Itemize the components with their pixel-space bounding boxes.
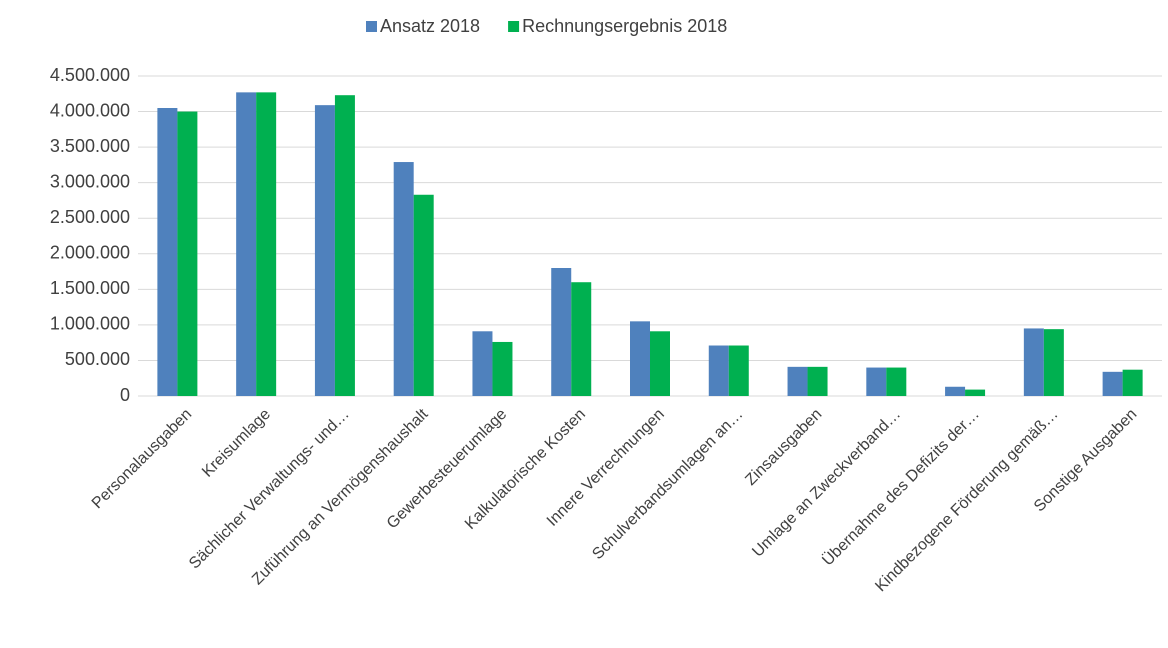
y-tick-label: 3.000.000 xyxy=(50,171,130,191)
bar xyxy=(708,345,729,396)
bar xyxy=(472,331,493,396)
y-tick-label: 0 xyxy=(120,385,130,405)
bar xyxy=(787,366,808,396)
bar xyxy=(630,321,650,396)
bar xyxy=(866,367,887,396)
bar xyxy=(650,331,670,396)
bar xyxy=(1102,371,1123,396)
x-tick-label: Übernahme des Defizits der… xyxy=(819,405,983,569)
bar xyxy=(256,92,277,396)
x-tick-label: Schulverbandsumlagen an… xyxy=(589,406,746,563)
y-tick-label: 2.000.000 xyxy=(50,243,130,263)
bar xyxy=(393,162,414,396)
legend-label: Ansatz 2018 xyxy=(380,16,480,36)
legend-swatch xyxy=(508,21,520,32)
bar xyxy=(157,108,178,396)
bar xyxy=(314,105,335,397)
y-tick-label: 1.000.000 xyxy=(50,314,130,334)
x-tick-label: Zuführung an Vermögenshaushalt xyxy=(249,405,432,588)
y-tick-label: 2.500.000 xyxy=(50,207,130,227)
y-tick-label: 3.500.000 xyxy=(50,136,130,156)
x-tick-label: Umlage an Zweckverband… xyxy=(749,406,904,561)
bar xyxy=(945,386,966,396)
y-tick-label: 4.500.000 xyxy=(50,65,130,85)
legend-swatch xyxy=(366,21,377,32)
x-tick-label: Sächlicher Verwaltungs- und… xyxy=(186,406,353,573)
bar xyxy=(492,341,513,396)
bar xyxy=(413,194,434,396)
legend-label: Rechnungsergebnis 2018 xyxy=(522,16,727,36)
bar xyxy=(551,268,572,396)
bar xyxy=(1122,369,1143,396)
x-tick-label: Personalausgaben xyxy=(89,406,195,512)
bar xyxy=(807,366,828,396)
x-tick-label: Kreisumlage xyxy=(199,406,274,481)
y-tick-label: 1.500.000 xyxy=(50,278,130,298)
bar xyxy=(1043,329,1064,396)
bar xyxy=(334,95,355,396)
bar xyxy=(1023,328,1044,396)
bar xyxy=(236,92,257,396)
y-tick-label: 4.000.000 xyxy=(50,100,130,120)
bar xyxy=(728,345,749,396)
bar xyxy=(177,111,198,397)
bar xyxy=(965,389,986,396)
bar xyxy=(571,282,592,396)
x-tick-label: Zinsausgaben xyxy=(742,406,825,489)
y-tick-label: 500.000 xyxy=(65,349,130,369)
bar xyxy=(886,367,907,396)
legend: Ansatz 2018 Rechnungsergebnis 2018 xyxy=(366,16,727,36)
